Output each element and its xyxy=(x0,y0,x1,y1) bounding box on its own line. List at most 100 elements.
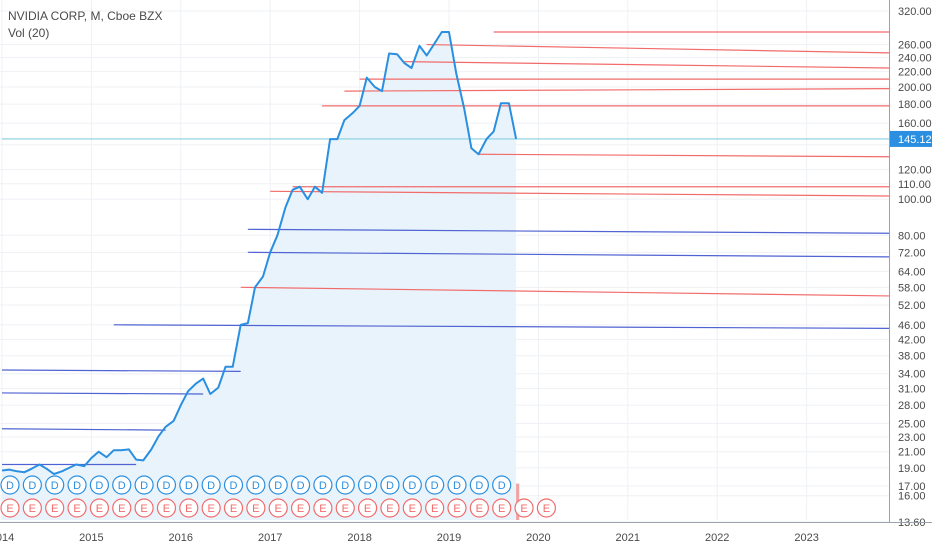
dividend-label: D xyxy=(230,480,238,492)
last-price-label: 145.12 xyxy=(898,134,932,146)
dividend-label: D xyxy=(185,480,193,492)
dividend-label: D xyxy=(162,480,170,492)
y-tick-label: 260.00 xyxy=(898,40,932,52)
y-tick-label: 25.00 xyxy=(898,418,926,430)
earnings-label: E xyxy=(431,503,438,515)
y-tick-label: 16.00 xyxy=(898,491,926,503)
dividend-label: D xyxy=(252,480,260,492)
earnings-label: E xyxy=(207,503,214,515)
y-tick-label: 64.00 xyxy=(898,266,926,278)
y-tick-label: 42.00 xyxy=(898,335,926,347)
y-tick-label: 31.00 xyxy=(898,384,926,396)
legend: NVIDIA CORP, M, Cboe BZX Vol (20) xyxy=(8,8,163,42)
y-tick-label: 110.00 xyxy=(898,179,931,191)
dividend-label: D xyxy=(118,480,126,492)
dividend-label: D xyxy=(386,480,394,492)
y-tick-label: 19.00 xyxy=(898,463,926,475)
earnings-label: E xyxy=(140,503,147,515)
earnings-label: E xyxy=(96,503,103,515)
dividend-label: D xyxy=(364,480,372,492)
trend-line xyxy=(479,154,889,156)
x-tick-label: 2021 xyxy=(616,532,640,544)
earnings-label: E xyxy=(51,503,58,515)
earnings-label: E xyxy=(73,503,80,515)
y-tick-label: 34.00 xyxy=(898,369,926,381)
dividend-label: D xyxy=(6,480,14,492)
trend-line xyxy=(2,370,241,371)
y-tick-label: 21.00 xyxy=(898,447,926,459)
earnings-label: E xyxy=(409,503,416,515)
trend-line xyxy=(2,429,166,430)
dividend-label: D xyxy=(95,480,103,492)
y-tick-label: 72.00 xyxy=(898,247,926,259)
earnings-label: E xyxy=(319,503,326,515)
earnings-label: E xyxy=(543,503,550,515)
x-tick-label: 2020 xyxy=(526,532,550,544)
dividend-label: D xyxy=(297,480,305,492)
earnings-label: E xyxy=(163,503,170,515)
earnings-label: E xyxy=(342,503,349,515)
dividend-label: D xyxy=(319,480,327,492)
legend-symbol[interactable]: NVIDIA CORP, M, Cboe BZX xyxy=(8,8,163,25)
dividend-label: D xyxy=(408,480,416,492)
dividend-label: D xyxy=(207,480,215,492)
dividend-label: D xyxy=(431,480,439,492)
dividend-label: D xyxy=(274,480,282,492)
dividend-label: D xyxy=(28,480,36,492)
earnings-label: E xyxy=(364,503,371,515)
earnings-label: E xyxy=(6,503,13,515)
x-tick-label: 2014 xyxy=(0,532,14,544)
x-tick-label: 2017 xyxy=(258,532,282,544)
y-tick-label: 38.00 xyxy=(898,351,926,363)
y-tick-label: 200.00 xyxy=(898,82,932,94)
earnings-label: E xyxy=(185,503,192,515)
earnings-label: E xyxy=(252,503,259,515)
x-tick-label: 2023 xyxy=(794,532,818,544)
earnings-label: E xyxy=(297,503,304,515)
dividend-label: D xyxy=(341,480,349,492)
dividend-label: D xyxy=(453,480,461,492)
earnings-label: E xyxy=(453,503,460,515)
price-area xyxy=(2,32,516,520)
y-tick-label: 80.00 xyxy=(898,230,926,242)
earnings-label: E xyxy=(498,503,505,515)
y-tick-label: 160.00 xyxy=(898,118,932,130)
trend-line xyxy=(427,45,889,53)
y-tick-label: 46.00 xyxy=(898,320,926,332)
earnings-label: E xyxy=(29,503,36,515)
earnings-label: E xyxy=(386,503,393,515)
dividend-label: D xyxy=(475,480,483,492)
dividend-label: D xyxy=(73,480,81,492)
trend-line xyxy=(2,393,203,394)
y-tick-label: 23.00 xyxy=(898,432,926,444)
y-tick-label: 320.00 xyxy=(898,6,932,18)
trend-line xyxy=(404,62,889,68)
y-tick-label: 240.00 xyxy=(898,53,932,65)
x-tick-label: 2022 xyxy=(705,532,729,544)
x-tick-label: 2019 xyxy=(437,532,461,544)
dividend-label: D xyxy=(140,480,148,492)
earnings-label: E xyxy=(118,503,125,515)
y-tick-label: 180.00 xyxy=(898,99,932,111)
y-tick-label: 58.00 xyxy=(898,282,926,294)
x-tick-label: 2016 xyxy=(169,532,193,544)
y-tick-label: 52.00 xyxy=(898,300,926,312)
y-tick-label: 220.00 xyxy=(898,67,932,79)
earnings-label: E xyxy=(476,503,483,515)
x-tick-label: 2018 xyxy=(347,532,371,544)
earnings-label: E xyxy=(275,503,282,515)
price-area-fill xyxy=(2,32,516,520)
y-tick-label: 28.00 xyxy=(898,400,926,412)
dividend-label: D xyxy=(498,480,506,492)
x-axis: 2014 2015 2016 2017 2018 2019 2020 2021 2022 2023 xyxy=(0,523,932,545)
legend-volume[interactable]: Vol (20) xyxy=(8,25,163,42)
y-tick-label: 100.00 xyxy=(898,194,932,206)
earnings-label: E xyxy=(520,503,527,515)
dividend-label: D xyxy=(51,480,59,492)
y-tick-label: 120.00 xyxy=(898,165,932,177)
earnings-label: E xyxy=(230,503,237,515)
x-tick-label: 2015 xyxy=(79,532,103,544)
